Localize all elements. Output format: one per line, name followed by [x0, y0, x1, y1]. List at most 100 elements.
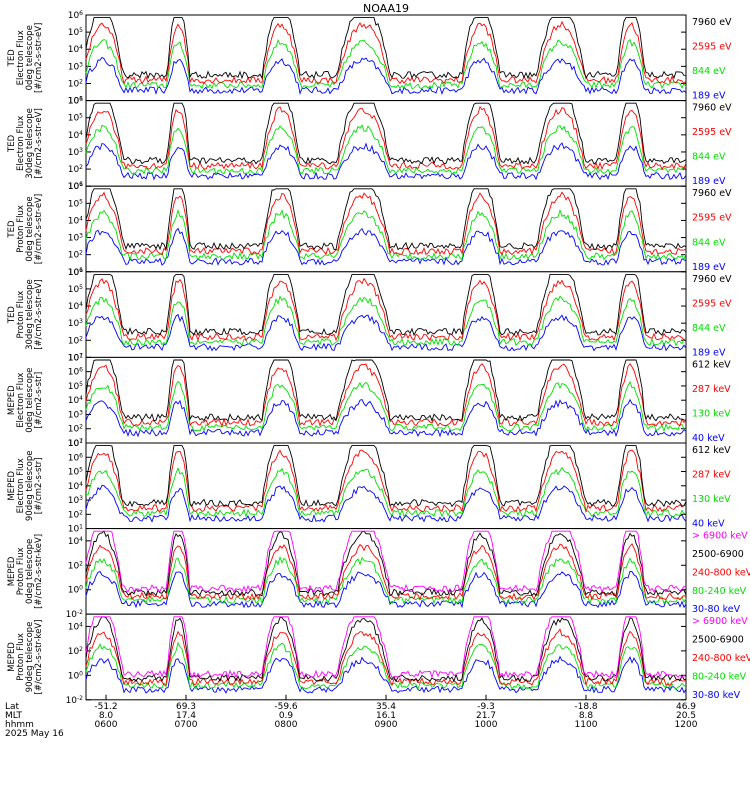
y-axis-label-line: 30deg telescope	[25, 279, 35, 350]
series-line	[85, 277, 687, 342]
y-tick-label: 100	[68, 584, 83, 596]
x-tick-label-mlt: 16.1	[376, 711, 396, 721]
legend-entry: 844 eV	[692, 237, 726, 248]
y-tick-label: 104	[68, 480, 83, 492]
y-tick-label: 106	[68, 452, 83, 464]
y-tick-label: 107	[68, 352, 83, 364]
legend-entry: 7960 eV	[692, 17, 732, 28]
legend-entry: 2595 eV	[692, 213, 732, 224]
y-axis-label-line: MEPED	[7, 470, 17, 500]
y-tick-label: 102	[68, 78, 83, 90]
legend-entry: 189 eV	[692, 347, 726, 358]
legend-entry: 240-800 keV	[692, 653, 750, 664]
legend-entry: 2595 eV	[692, 298, 732, 309]
y-tick-label: 105	[68, 27, 83, 39]
legend-entry: 612 keV	[692, 445, 731, 456]
legend-entry: 7960 eV	[692, 274, 732, 285]
series-line	[85, 359, 687, 422]
legend-entry: 30-80 keV	[692, 604, 741, 615]
legend-entry: 844 eV	[692, 152, 726, 163]
y-axis-label-line: [#/cm2-s-str-eV]	[34, 279, 44, 349]
y-axis-label-line: Proton Flux	[16, 548, 26, 596]
legend-entry: 287 keV	[692, 384, 731, 395]
y-tick-label: 104	[68, 129, 83, 141]
y-axis-label-line: 90deg telescope	[25, 450, 35, 521]
x-tick-label-hhmm: 1200	[675, 720, 698, 730]
plot-frame	[85, 271, 687, 358]
series-line	[85, 273, 687, 337]
series-line	[85, 530, 687, 597]
legend-entry: > 6900 keV	[692, 531, 748, 542]
y-axis-label-line: 0deg telescope	[25, 368, 35, 433]
series-line	[85, 124, 686, 176]
y-tick-label: 101	[68, 266, 83, 278]
y-tick-label: 102	[68, 645, 83, 657]
y-axis-label-line: [#/cm2-s-str-eV]	[34, 108, 44, 178]
legend-entry: 130 keV	[692, 494, 731, 505]
y-tick-label: 102	[68, 560, 83, 572]
y-tick-label: 104	[68, 215, 83, 227]
legend-entry: 2595 eV	[692, 42, 732, 53]
series-line	[85, 484, 687, 523]
series-line	[85, 655, 687, 694]
y-tick-label: 101	[68, 523, 83, 535]
y-tick-label: 101	[68, 181, 83, 193]
series-line	[85, 398, 687, 438]
panel-5: 101 102 103 104 105 106 107 MEPED Electron Flux 0…	[7, 352, 731, 449]
y-axis-label-line: [#/cm2-s-str-keV]	[34, 620, 44, 695]
y-tick-label: 103	[68, 318, 83, 330]
panel-7: 10-2 100 102 104 MEPED Proton Flux 0deg telesc…	[7, 528, 750, 620]
series-line	[85, 102, 687, 165]
x-tick-label-mlt: 21.7	[476, 711, 496, 721]
legend-entry: 2500-6900	[692, 635, 744, 646]
legend-entry: 40 keV	[692, 519, 725, 530]
y-tick-label: 106	[68, 95, 83, 107]
legend-entry: 80-240 keV	[692, 586, 747, 597]
y-axis-label-line: MEPED	[7, 556, 17, 586]
y-tick-label: 105	[68, 380, 83, 392]
x-tick-label-hhmm: 0700	[175, 720, 198, 730]
y-axis-label-line: [#/cm2-s-str-keV]	[34, 534, 44, 609]
y-axis-label-line: Electron Flux	[16, 458, 26, 513]
y-tick-label: 102	[68, 509, 83, 521]
x-row-label: MLT	[5, 711, 23, 721]
series-line	[85, 616, 687, 683]
series-line	[85, 570, 687, 609]
y-axis-label-line: 0deg telescope	[25, 196, 35, 261]
series-line	[85, 188, 687, 251]
y-axis-label-line: Electron Flux	[16, 116, 26, 171]
plot-frame	[85, 528, 687, 615]
y-axis-label-line: Proton Flux	[16, 291, 26, 339]
legend-entry: 40 keV	[692, 433, 725, 444]
y-tick-label: 103	[68, 146, 83, 158]
y-tick-label: 105	[68, 198, 83, 210]
x-tick-label-hhmm: 0600	[95, 720, 118, 730]
x-tick-label-lat: 35.4	[376, 702, 396, 712]
legend-entry: 612 keV	[692, 359, 731, 370]
y-tick-label: 106	[68, 366, 83, 378]
y-tick-label: 105	[68, 112, 83, 124]
x-tick-label-hhmm: 1100	[575, 720, 598, 730]
x-tick-label-lat: 46.9	[676, 702, 696, 712]
y-axis-label-line: TED	[7, 220, 17, 239]
series-line	[85, 295, 687, 347]
legend-entry: 240-800 keV	[692, 567, 750, 578]
y-tick-label: 104	[68, 535, 83, 547]
x-tick-label-mlt: 17.4	[176, 711, 196, 721]
series-line	[85, 530, 687, 594]
y-tick-label: 104	[68, 44, 83, 56]
y-axis-label-line: [#/cm2-s-str]	[34, 457, 44, 514]
y-tick-label: 102	[68, 249, 83, 261]
series-line	[85, 38, 687, 90]
series-line	[85, 449, 687, 514]
legend-entry: 189 eV	[692, 262, 726, 273]
legend-entry: 80-240 keV	[692, 671, 747, 682]
series-line	[85, 227, 687, 266]
series-line	[85, 380, 687, 433]
x-row-label: Lat	[5, 702, 20, 712]
y-tick-label: 100	[68, 670, 83, 682]
date-label: 2025 May 16	[5, 729, 64, 739]
legend-entry: 844 eV	[692, 66, 726, 77]
